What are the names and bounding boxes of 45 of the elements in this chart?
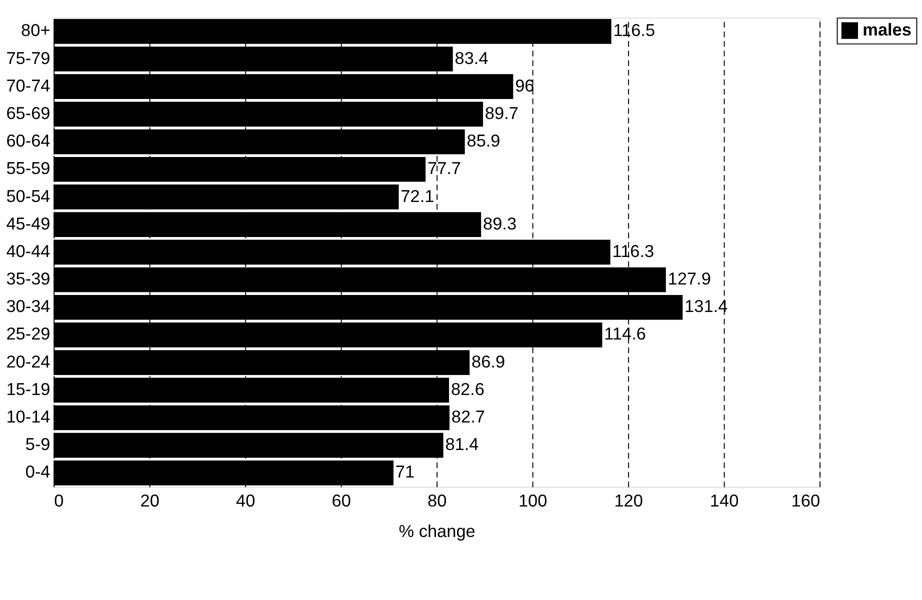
data-label: 89.3 [483, 213, 517, 234]
x-tick-label: 80 [427, 490, 447, 510]
x-tick-label: 100 [518, 490, 548, 510]
x-axis-title: % change [398, 521, 476, 542]
y-tick-label: 65-69 [6, 102, 50, 123]
x-tick-label: 60 [332, 490, 351, 510]
data-label: 116.5 [613, 20, 656, 40]
legend-label: males [862, 19, 912, 40]
x-tick-label: 160 [791, 490, 820, 510]
data-label: 81.4 [445, 434, 480, 454]
y-tick-label: 45-49 [6, 213, 50, 234]
data-label: 131.4 [684, 296, 728, 316]
data-label: 82.6 [450, 378, 484, 399]
y-tick-label: 0-4 [25, 462, 51, 482]
data-label: 127.9 [668, 268, 711, 289]
data-label: 114.6 [604, 324, 646, 344]
y-tick-label: 15-19 [6, 378, 50, 399]
y-tick-label: 50-54 [6, 186, 51, 206]
data-label: 116.3 [612, 240, 654, 261]
data-label: 77.7 [427, 158, 462, 178]
y-tick-label: 25-29 [6, 324, 50, 344]
y-tick-label: 30-34 [6, 296, 51, 316]
data-label: 72.1 [400, 186, 434, 206]
y-tick-label: 70-74 [6, 75, 51, 96]
x-tick-label: 120 [614, 490, 643, 510]
x-tick-label: 40 [236, 490, 256, 510]
data-label: 96 [515, 75, 534, 96]
y-tick-label: 35-39 [6, 268, 50, 289]
y-tick-label: 60-64 [6, 130, 51, 151]
data-label: 85.9 [466, 130, 500, 151]
y-tick-label: 75-79 [6, 48, 50, 68]
data-label: 89.7 [484, 102, 518, 123]
x-tick-label: 140 [710, 490, 739, 510]
y-tick-label: 80+ [21, 20, 50, 40]
x-tick-label: 0 [54, 490, 64, 510]
y-tick-label: 40-44 [6, 240, 51, 261]
data-label: 86.9 [472, 351, 506, 372]
y-tick-label: 5-9 [25, 434, 50, 454]
x-tick-label: 20 [140, 490, 160, 510]
y-tick-label: 55-59 [6, 158, 50, 178]
y-tick-label: 20-24 [6, 351, 51, 372]
data-label: 82.7 [451, 406, 485, 427]
data-label: 83.4 [454, 48, 489, 68]
data-label: 71 [395, 462, 415, 482]
y-tick-label: 10-14 [6, 406, 51, 427]
